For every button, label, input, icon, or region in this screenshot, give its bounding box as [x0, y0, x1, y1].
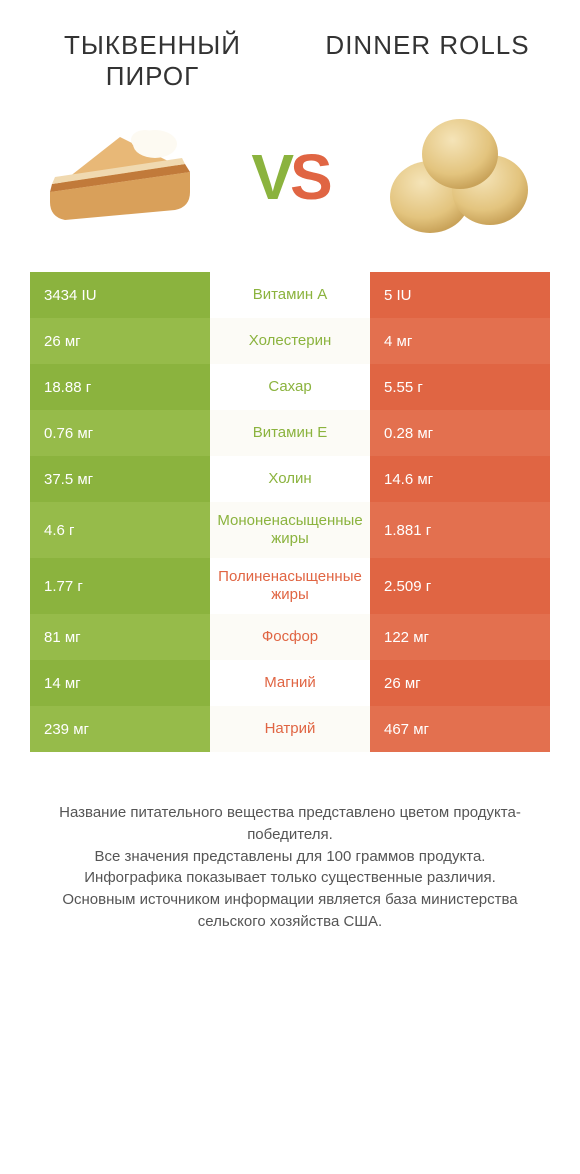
table-row: 14 мгМагний26 мг	[30, 660, 550, 706]
left-value: 81 мг	[30, 614, 210, 660]
right-value: 4 мг	[370, 318, 550, 364]
vs-v-letter: V	[251, 141, 290, 213]
pumpkin-pie-icon	[40, 112, 210, 242]
nutrient-name: Витамин A	[210, 272, 370, 318]
table-row: 4.6 гМононенасыщенные жиры1.881 г	[30, 502, 550, 558]
right-value: 5 IU	[370, 272, 550, 318]
table-row: 0.76 мгВитамин E0.28 мг	[30, 410, 550, 456]
table-row: 3434 IUВитамин A5 IU	[30, 272, 550, 318]
left-value: 1.77 г	[30, 558, 210, 614]
nutrient-name: Фосфор	[210, 614, 370, 660]
table-row: 26 мгХолестерин4 мг	[30, 318, 550, 364]
nutrient-name: Холестерин	[210, 318, 370, 364]
images-row: VS	[0, 102, 580, 272]
footer-line: Инфографика показывает только существенн…	[30, 867, 550, 889]
table-row: 37.5 мгХолин14.6 мг	[30, 456, 550, 502]
left-value: 4.6 г	[30, 502, 210, 558]
vs-label: VS	[251, 140, 328, 214]
nutrient-name: Натрий	[210, 706, 370, 752]
nutrient-name: Витамин E	[210, 410, 370, 456]
right-value: 5.55 г	[370, 364, 550, 410]
nutrient-name: Магний	[210, 660, 370, 706]
left-value: 3434 IU	[30, 272, 210, 318]
dinner-rolls-icon	[370, 112, 540, 242]
left-value: 18.88 г	[30, 364, 210, 410]
nutrient-name: Полиненасыщенные жиры	[210, 558, 370, 614]
vs-s-letter: S	[290, 141, 329, 213]
right-value: 122 мг	[370, 614, 550, 660]
table-row: 18.88 гСахар5.55 г	[30, 364, 550, 410]
left-value: 239 мг	[30, 706, 210, 752]
left-value: 0.76 мг	[30, 410, 210, 456]
table-row: 239 мгНатрий467 мг	[30, 706, 550, 752]
footer-line: Название питательного вещества представл…	[30, 802, 550, 846]
nutrient-name: Мононенасыщенные жиры	[210, 502, 370, 558]
nutrient-name: Холин	[210, 456, 370, 502]
footer-notes: Название питательного вещества представл…	[0, 752, 580, 963]
footer-line: Основным источником информации является …	[30, 889, 550, 933]
right-value: 14.6 мг	[370, 456, 550, 502]
table-row: 1.77 гПолиненасыщенные жиры2.509 г	[30, 558, 550, 614]
right-value: 26 мг	[370, 660, 550, 706]
left-value: 14 мг	[30, 660, 210, 706]
right-product-title: DINNER ROLLS	[315, 30, 540, 92]
footer-line: Все значения представлены для 100 граммо…	[30, 846, 550, 868]
right-value: 0.28 мг	[370, 410, 550, 456]
right-value: 467 мг	[370, 706, 550, 752]
table-row: 81 мгФосфор122 мг	[30, 614, 550, 660]
nutrition-table: 3434 IUВитамин A5 IU26 мгХолестерин4 мг1…	[30, 272, 550, 752]
left-product-title: ТЫКВЕННЫЙ ПИРОГ	[40, 30, 265, 92]
right-value: 1.881 г	[370, 502, 550, 558]
header: ТЫКВЕННЫЙ ПИРОГ DINNER ROLLS	[0, 0, 580, 102]
left-value: 26 мг	[30, 318, 210, 364]
right-value: 2.509 г	[370, 558, 550, 614]
nutrient-name: Сахар	[210, 364, 370, 410]
left-value: 37.5 мг	[30, 456, 210, 502]
